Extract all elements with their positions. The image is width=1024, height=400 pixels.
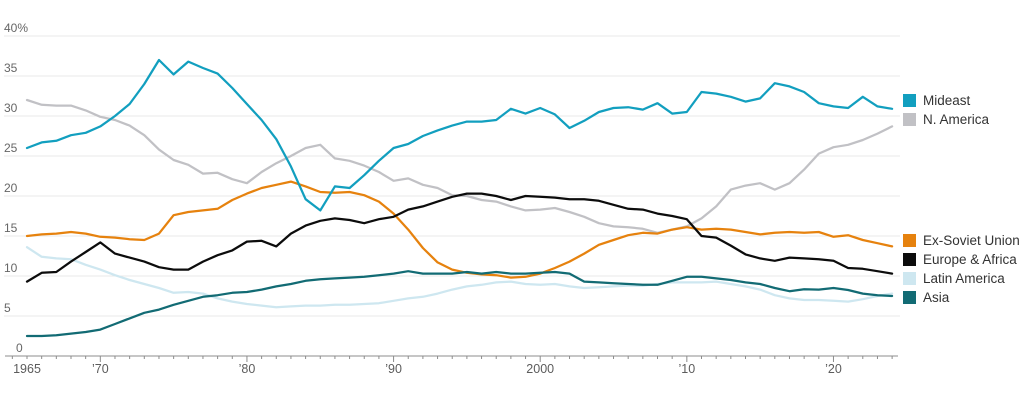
y-axis-label-20: 20 xyxy=(4,181,18,195)
legend-swatch-latin-america xyxy=(903,272,916,285)
legend-swatch-n-america xyxy=(903,113,916,126)
y-axis-label-15: 15 xyxy=(4,221,18,235)
x-tick-label-2000: 2000 xyxy=(526,362,554,376)
legend-item-n-america: N. America xyxy=(903,110,989,129)
legend-label-ex-soviet-union: Ex-Soviet Union xyxy=(923,233,1020,248)
legend-label-europe-africa: Europe & Africa xyxy=(923,252,1017,267)
y-axis-label-30: 30 xyxy=(4,101,18,115)
y-axis-label-10: 10 xyxy=(4,261,18,275)
legend-swatch-mideast xyxy=(903,94,916,107)
x-tick-label-1980: ’80 xyxy=(239,362,256,376)
y-axis-label-35: 35 xyxy=(4,61,18,75)
series-line-n-america xyxy=(25,98,894,234)
legend-item-europe-africa: Europe & Africa xyxy=(903,250,1020,269)
legend-item-ex-soviet-union: Ex-Soviet Union xyxy=(903,231,1020,250)
legend-group-2: Ex-Soviet Union Europe & Africa Latin Amer… xyxy=(903,231,1020,307)
series-line-europe-africa xyxy=(25,192,894,283)
legend-label-latin-america: Latin America xyxy=(923,271,1005,286)
series-line-asia xyxy=(25,270,894,338)
legend-label-mideast: Mideast xyxy=(923,93,971,108)
series-line-mideast xyxy=(25,58,894,212)
legend-item-mideast: Mideast xyxy=(903,91,989,110)
x-tick-label-2010: ’10 xyxy=(678,362,695,376)
x-tick-label-1965: 1965 xyxy=(13,362,41,376)
legend-swatch-europe-africa xyxy=(903,253,916,266)
legend-label-n-america: N. America xyxy=(923,112,990,127)
x-tick-label-2020: ’20 xyxy=(825,362,842,376)
legend-swatch-asia xyxy=(903,291,916,304)
y-axis-label-0: 0 xyxy=(16,341,23,355)
y-axis-label-40: 40% xyxy=(4,21,28,35)
y-axis-label-25: 25 xyxy=(4,141,18,155)
legend-item-latin-america: Latin America xyxy=(903,269,1020,288)
legend-item-asia: Asia xyxy=(903,288,1020,307)
legend-swatch-ex-soviet-union xyxy=(903,234,916,247)
x-tick-label-1990: ’90 xyxy=(385,362,402,376)
series-line-ex-soviet-union xyxy=(25,180,894,279)
x-tick-label-1970: ’70 xyxy=(92,362,109,376)
legend-label-asia: Asia xyxy=(923,290,950,305)
y-axis-label-5: 5 xyxy=(4,301,11,315)
legend-group-1: Mideast N. America xyxy=(903,91,989,129)
series-line-latin-america xyxy=(25,246,894,309)
